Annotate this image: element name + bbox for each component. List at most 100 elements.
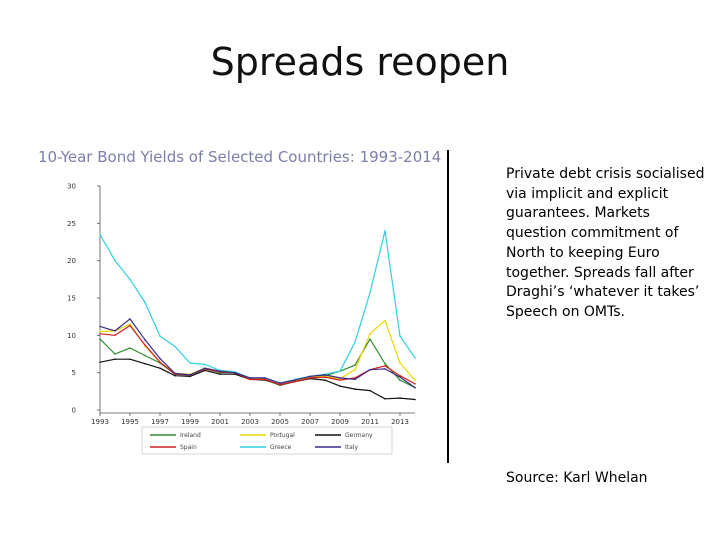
data-point-spain: [279, 383, 281, 386]
data-point-italy: [279, 382, 281, 384]
data-point-germany: [399, 397, 401, 399]
data-point-italy: [384, 368, 386, 370]
data-point-greece: [114, 259, 116, 262]
vertical-divider: [447, 150, 449, 463]
data-point-portugal: [354, 368, 356, 371]
data-point-greece: [159, 335, 161, 337]
y-tick-label: 15: [67, 295, 76, 303]
x-tick-label: 2009: [331, 418, 349, 426]
data-point-italy: [249, 377, 251, 379]
data-point-italy: [99, 325, 101, 328]
data-point-spain: [249, 378, 251, 381]
data-point-spain: [399, 374, 401, 377]
data-point-ireland: [399, 379, 401, 381]
data-point-spain: [129, 324, 131, 327]
data-point-italy: [354, 378, 356, 381]
chart-title: 10-Year Bond Yields of Selected Countrie…: [38, 148, 442, 166]
bond-yield-chart: 0 5 10 15 20 25 30 1993 1995 1997 1999 2001 2003 2005…: [67, 183, 416, 455]
series-line-portugal: [99, 319, 416, 386]
data-point-germany: [234, 373, 236, 375]
data-point-italy: [144, 339, 146, 341]
data-point-portugal: [369, 333, 371, 335]
data-point-ireland: [129, 347, 131, 349]
data-point-germany: [114, 358, 116, 361]
data-point-spain: [414, 383, 416, 385]
legend-label-spain: Spain: [180, 444, 197, 451]
data-point-greece: [99, 233, 101, 236]
data-point-italy: [219, 370, 221, 372]
data-point-greece: [384, 230, 386, 232]
data-point-italy: [414, 386, 416, 389]
data-point-ireland: [384, 362, 386, 365]
data-point-italy: [159, 357, 161, 360]
data-point-italy: [294, 379, 296, 381]
data-point-germany: [99, 361, 101, 364]
y-tick-label: 0: [72, 407, 76, 415]
data-point-germany: [129, 358, 131, 361]
data-point-germany: [174, 374, 176, 377]
data-point-italy: [369, 368, 371, 371]
data-point-germany: [204, 369, 206, 372]
data-point-italy: [189, 374, 191, 376]
x-tick-label: 1995: [121, 418, 139, 426]
legend-box: [141, 426, 393, 455]
data-point-greece: [339, 370, 341, 372]
data-point-ireland: [369, 338, 371, 340]
data-point-germany: [324, 379, 326, 381]
data-point-portugal: [129, 323, 131, 325]
y-tick-label: 5: [72, 369, 76, 377]
data-point-spain: [99, 333, 101, 335]
data-point-greece: [129, 278, 131, 281]
chart-series: [99, 230, 416, 401]
data-point-italy: [399, 376, 401, 378]
y-tick-label: 30: [67, 183, 76, 191]
data-point-greece: [369, 291, 371, 294]
data-point-portugal: [384, 319, 386, 322]
y-tick-label: 25: [67, 220, 76, 228]
chart-axes: 0 5 10 15 20 25 30 1993 1995 1997 1999 2001 2003 2005…: [67, 183, 415, 426]
data-point-greece: [414, 356, 416, 359]
data-point-spain: [339, 379, 341, 381]
x-tick-label: 1993: [91, 418, 109, 426]
x-tick-label: 1999: [181, 418, 199, 426]
chart-legend: Ireland Portugal Germany Spain Greece Italy: [141, 426, 393, 455]
data-point-ireland: [114, 353, 116, 355]
data-point-germany: [219, 373, 221, 375]
x-tick-label: 2001: [211, 418, 229, 426]
data-point-italy: [174, 372, 176, 375]
data-point-greece: [144, 301, 146, 304]
data-point-italy: [114, 330, 116, 332]
data-point-spain: [384, 365, 386, 367]
data-point-germany: [369, 389, 371, 392]
data-point-italy: [129, 318, 131, 320]
data-point-spain: [354, 377, 356, 379]
legend-label-italy: Italy: [345, 444, 358, 451]
data-point-greece: [204, 363, 206, 366]
data-point-italy: [309, 375, 311, 378]
commentary-text: Private debt crisis socialised via impli…: [506, 166, 705, 320]
data-point-spain: [309, 377, 311, 379]
data-point-germany: [144, 362, 146, 365]
y-tick-label: 10: [67, 332, 76, 340]
data-point-germany: [414, 398, 416, 401]
data-point-portugal: [414, 379, 416, 381]
data-point-italy: [234, 371, 236, 374]
data-point-germany: [384, 398, 386, 400]
data-point-spain: [114, 334, 116, 337]
data-point-ireland: [354, 364, 356, 366]
series-line-greece: [99, 230, 416, 384]
data-point-spain: [324, 376, 326, 378]
data-point-greece: [354, 341, 356, 343]
data-point-spain: [294, 380, 296, 383]
data-point-italy: [204, 367, 206, 369]
data-point-ireland: [144, 354, 146, 357]
data-point-germany: [354, 388, 356, 390]
data-point-spain: [159, 361, 161, 364]
data-point-italy: [264, 377, 266, 379]
x-tick-label: 2013: [391, 418, 409, 426]
y-tick-label: 20: [67, 257, 76, 265]
data-point-italy: [339, 377, 341, 379]
series-line-spain: [99, 325, 416, 386]
data-point-spain: [264, 378, 266, 381]
slide-title: Spreads reopen: [210, 40, 510, 84]
